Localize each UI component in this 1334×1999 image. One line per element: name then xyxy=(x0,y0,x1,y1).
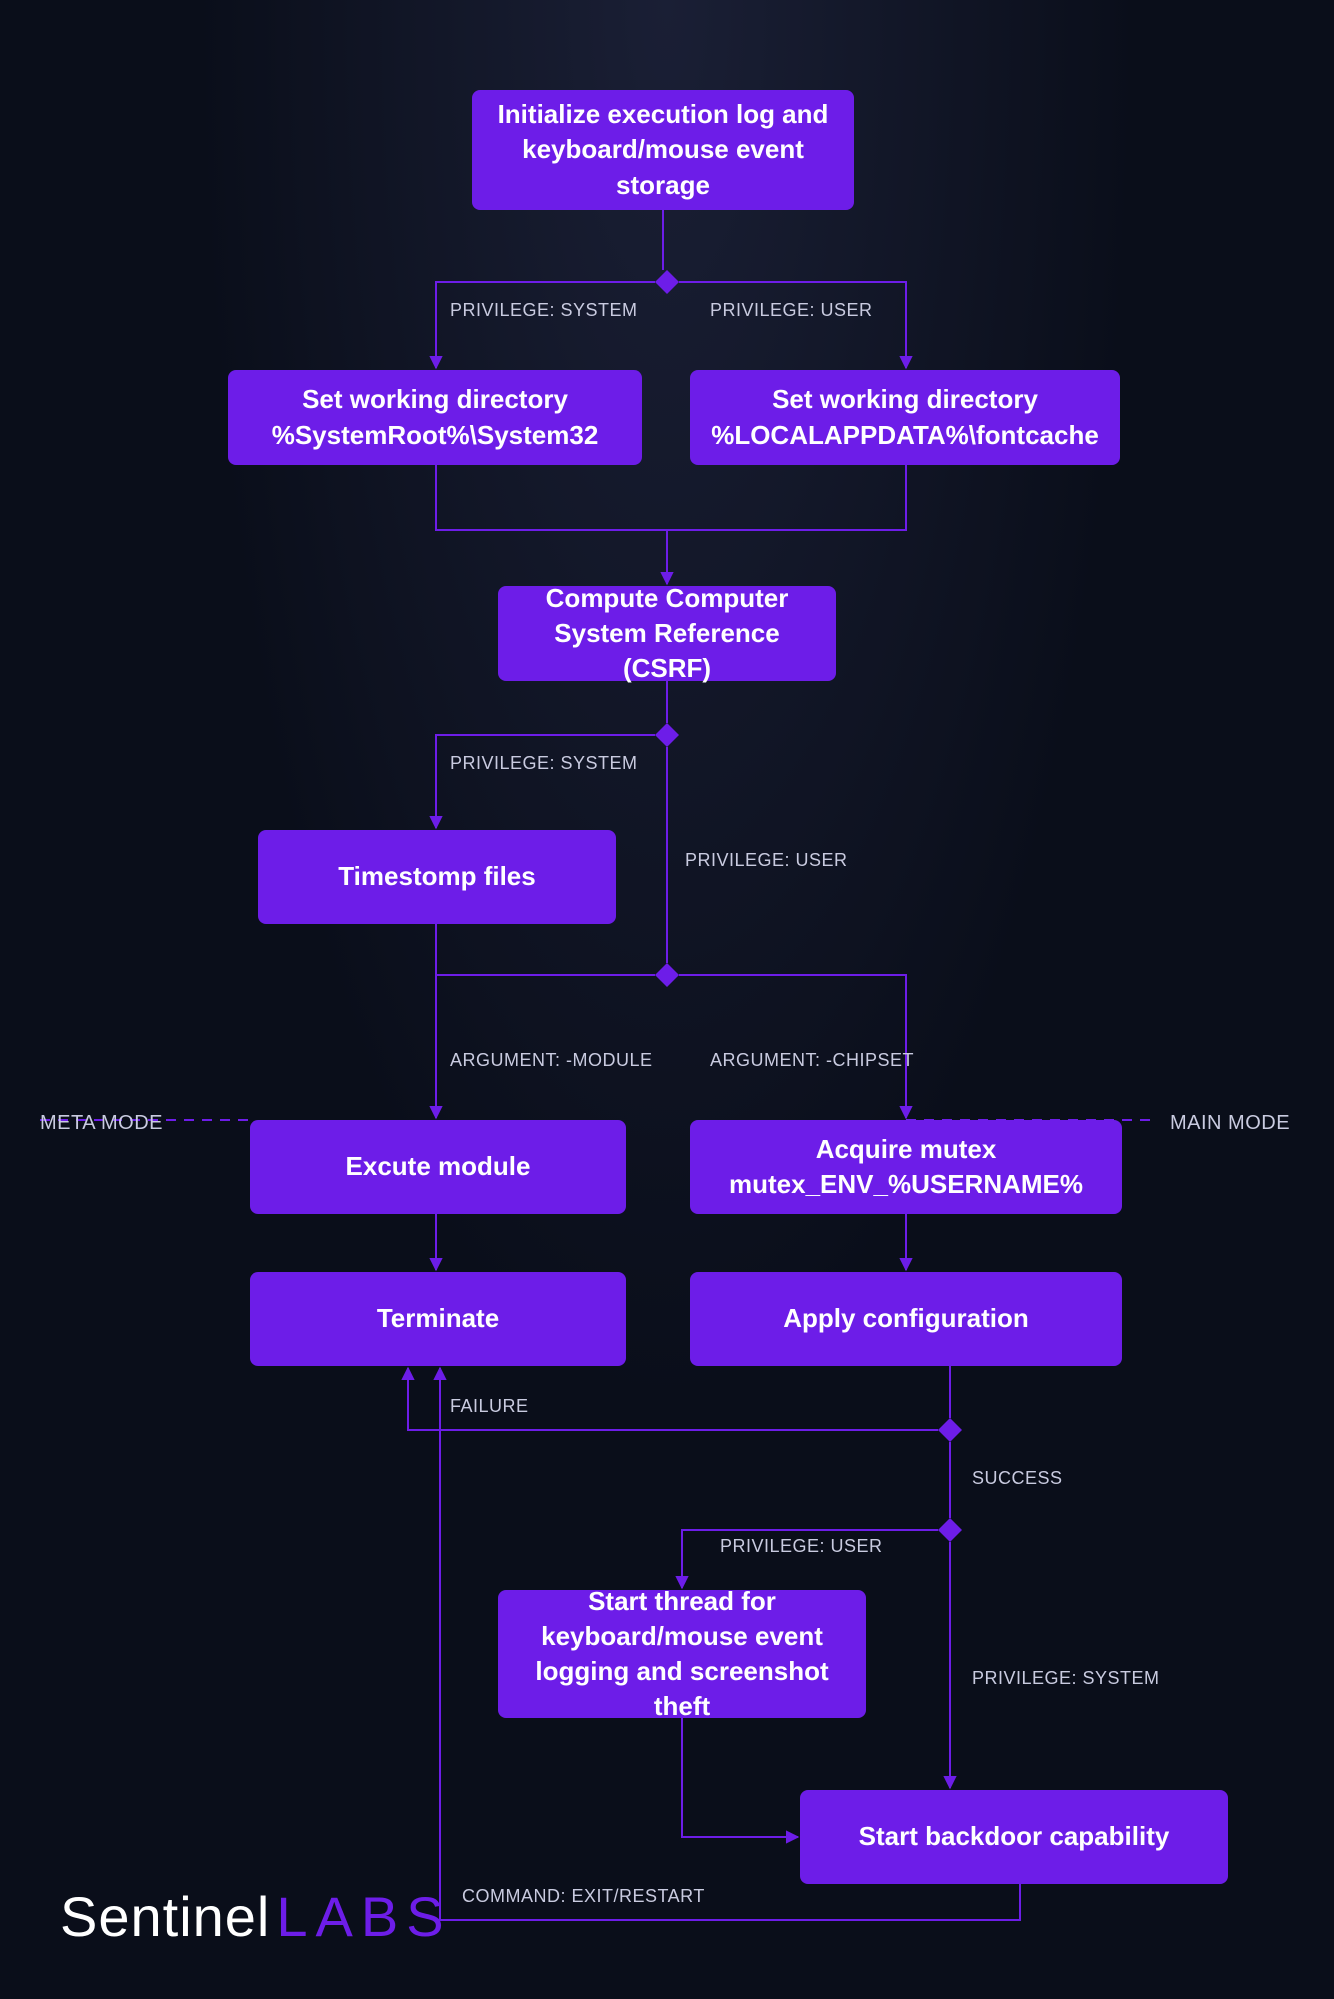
mode-label-main: MAIN MODE xyxy=(1170,1112,1290,1135)
edge-e_d1_wduser xyxy=(679,282,906,368)
edge-label-e_d4_d5: SUCCESS xyxy=(972,1468,1063,1489)
decision-diamond-d2 xyxy=(655,723,679,747)
brand-part2: LABS xyxy=(276,1885,451,1948)
flowchart-node-timestomp: Timestomp files xyxy=(258,830,616,924)
flowchart-node-label: Set working directory %SystemRoot%\Syste… xyxy=(252,382,618,452)
flowchart-node-label: Start thread for keyboard/mouse event lo… xyxy=(522,1584,842,1724)
edge-label-e_d2_ts: PRIVILEGE: SYSTEM xyxy=(450,753,638,774)
edge-label-e_d2_d3u: PRIVILEGE: USER xyxy=(685,850,848,871)
edge-label-e_d3_mutex: ARGUMENT: -CHIPSET xyxy=(710,1050,914,1071)
brand-part1: Sentinel xyxy=(60,1885,270,1948)
flowchart-node-label: Start backdoor capability xyxy=(859,1819,1170,1854)
flowchart-node-label: Initialize execution log and keyboard/mo… xyxy=(496,97,830,202)
edge-label-e_d4_fail: FAILURE xyxy=(450,1396,529,1417)
flowchart-node-mutex: Acquire mutex mutex_ENV_%USERNAME% xyxy=(690,1120,1122,1214)
mode-label-meta: META MODE xyxy=(40,1112,163,1135)
edge-e_d1_wdsys xyxy=(436,282,655,368)
edge-e_ts_d3 xyxy=(436,924,655,975)
flowchart-node-wd_sys: Set working directory %SystemRoot%\Syste… xyxy=(228,370,642,465)
flowchart-node-label: Acquire mutex mutex_ENV_%USERNAME% xyxy=(714,1132,1098,1202)
edge-label-e_d5_thread: PRIVILEGE: USER xyxy=(720,1536,883,1557)
decision-diamond-d3 xyxy=(655,963,679,987)
flowchart-node-terminate: Terminate xyxy=(250,1272,626,1366)
edge-e_d2_ts xyxy=(436,735,655,828)
edge-e_d3_exec xyxy=(436,975,655,1118)
edge-e_d3_mutex xyxy=(679,975,906,1118)
flowchart-node-apply_cfg: Apply configuration xyxy=(690,1272,1122,1366)
edge-label-e_d5_back: PRIVILEGE: SYSTEM xyxy=(972,1668,1160,1689)
edge-label-e_bk_term: COMMAND: EXIT/RESTART xyxy=(462,1886,705,1907)
edge-label-e_d3_exec: ARGUMENT: -MODULE xyxy=(450,1050,653,1071)
flowchart-node-label: Compute Computer System Reference (CSRF) xyxy=(522,581,812,686)
flowchart-node-init: Initialize execution log and keyboard/mo… xyxy=(472,90,854,210)
flowchart-node-backdoor: Start backdoor capability xyxy=(800,1790,1228,1884)
flowchart-node-label: Terminate xyxy=(377,1301,499,1336)
flowchart-node-label: Set working directory %LOCALAPPDATA%\fon… xyxy=(711,382,1099,452)
flowchart-node-label: Excute module xyxy=(346,1149,531,1184)
flowchart-node-wd_user: Set working directory %LOCALAPPDATA%\fon… xyxy=(690,370,1120,465)
flowchart-node-label: Timestomp files xyxy=(338,859,535,894)
decision-diamond-d4 xyxy=(938,1418,962,1442)
edge-e_wd_merge xyxy=(436,465,906,530)
edge-label-e_d1_wduser: PRIVILEGE: USER xyxy=(710,300,873,321)
decision-diamond-d1 xyxy=(655,270,679,294)
edge-label-e_d1_wdsys: PRIVILEGE: SYSTEM xyxy=(450,300,638,321)
brand-logo: SentinelLABS xyxy=(60,1884,452,1949)
flowchart-node-exec_mod: Excute module xyxy=(250,1120,626,1214)
flowchart-node-thread: Start thread for keyboard/mouse event lo… xyxy=(498,1590,866,1718)
flowchart-node-label: Apply configuration xyxy=(783,1301,1029,1336)
flowchart-node-csrf: Compute Computer System Reference (CSRF) xyxy=(498,586,836,681)
decision-diamond-d5 xyxy=(938,1518,962,1542)
edge-e_thread_bk xyxy=(682,1718,798,1837)
